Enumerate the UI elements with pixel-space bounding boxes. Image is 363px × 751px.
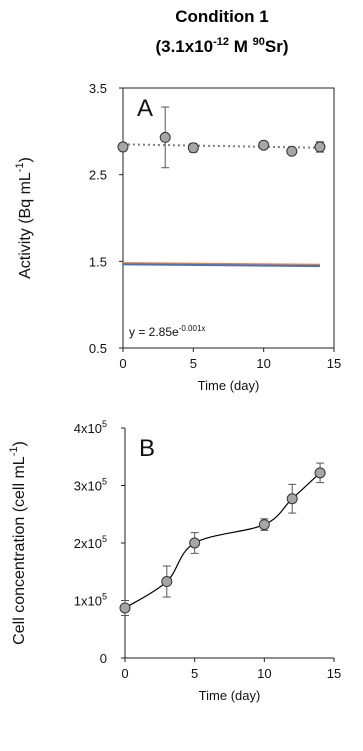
y-tick-label: 2x105 [74,534,107,551]
data-point [258,519,270,531]
equation-base: y = 2.85e [129,325,179,339]
x-tick-label: 5 [191,666,198,681]
y-axis-label-sup: -1 [14,162,26,172]
y-axis-label-main: Activity (Bq mL [17,172,34,279]
title-line2-prefix: (3.1x10 [155,37,213,56]
x-axis-label: Time (day) [199,688,261,703]
title-line2-iso: 90 [253,36,265,48]
y-axis-label-end: ) [17,157,34,162]
title-line2-suffix: Sr) [265,37,289,56]
y-axis-label: Activity (Bq mL-1) [14,157,34,279]
y-tick-base: 4x10 [74,421,102,436]
title-line2-exp: -12 [213,36,229,48]
y-axis-label-main: Cell concentration (cell mL [11,456,28,645]
data-point [159,131,171,143]
y-tick-label: 4x105 [74,419,107,436]
y-tick-exponent: 5 [102,534,107,544]
figure-title-line1: Condition 1 [175,7,268,26]
trendline-equation: y = 2.85e-0.001x [129,324,205,339]
y-tick-label: 3x105 [74,477,107,494]
y-tick-label: 0 [100,651,107,666]
x-tick-label: 0 [121,666,128,681]
x-tick-label: 15 [327,666,341,681]
y-axis-label-end: ) [11,441,28,446]
data-point [314,141,326,153]
series-line [124,472,321,609]
y-tick-base: 2x10 [74,536,102,551]
panel-label: B [139,435,155,462]
x-tick-label: 15 [327,356,341,371]
data-point [117,141,129,153]
x-tick-label: 10 [256,356,270,371]
data-point [119,602,131,614]
y-tick-base: 3x10 [74,479,102,494]
y-axis-label-sup: -1 [8,447,20,457]
data-point [161,576,173,588]
y-tick-label: 1x105 [74,592,107,609]
plot-frame [122,87,335,349]
reference-line-1 [122,262,320,266]
y-tick-base: 1x10 [74,594,102,609]
title-line2-mid: M [229,37,253,56]
y-axis-label: Cell concentration (cell mL-1) [8,441,28,645]
data-point [189,537,201,549]
x-tick-label: 5 [190,356,197,371]
data-point [187,142,199,154]
data-point [286,145,298,157]
y-tick-exponent: 5 [102,592,107,602]
equation-exponent: -0.001x [179,324,206,333]
panel-a: 0 5 10 15 0.5 1.5 2.5 3.5 Time (day) Activity (Bq… [14,81,341,393]
y-tick-exponent: 5 [102,419,107,429]
data-point [286,493,298,505]
y-tick-label: 0.5 [89,341,107,356]
y-tick-label: 3.5 [89,81,107,96]
y-tick-exponent: 5 [102,477,107,487]
y-tick-label: 1.5 [89,254,107,269]
y-tick-base: 0 [100,651,107,666]
x-tick-label: 10 [257,666,271,681]
reference-line-2 [122,263,320,268]
data-point [258,139,270,151]
panel-label: A [137,95,153,122]
data-point [314,467,326,479]
x-axis-label: Time (day) [198,378,260,393]
x-tick-label: 0 [119,356,126,371]
figure-title-line2: (3.1x10-12 M 90Sr) [155,36,288,56]
y-tick-label: 2.5 [89,168,107,183]
